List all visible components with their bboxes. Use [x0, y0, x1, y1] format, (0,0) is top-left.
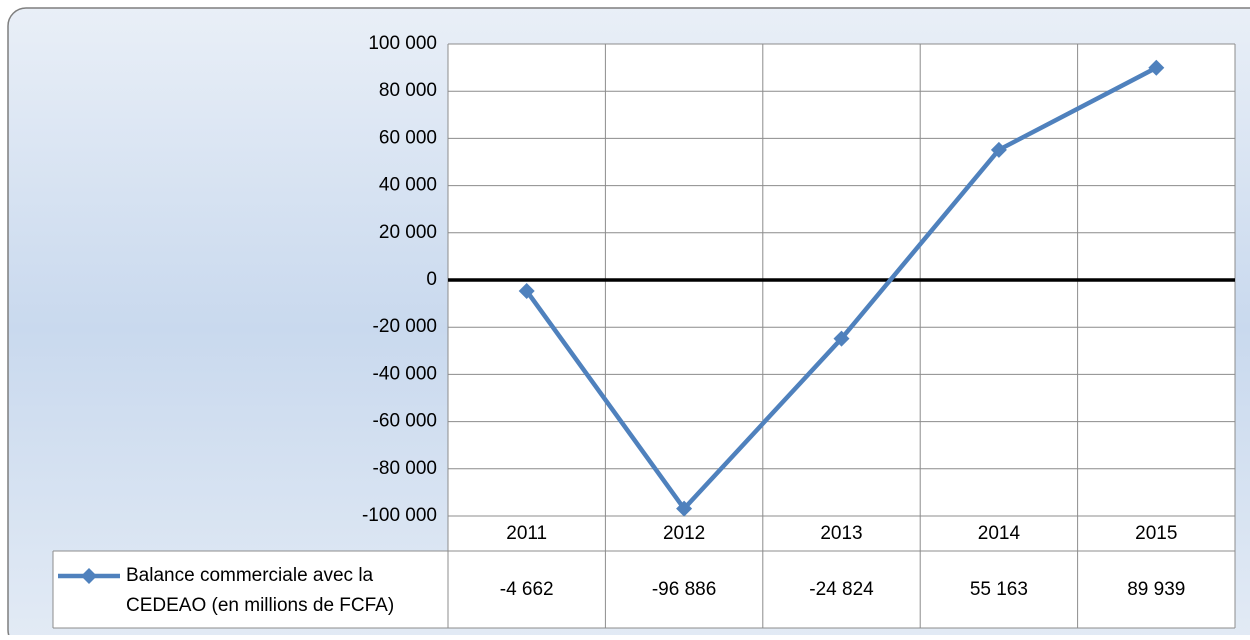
- table-value: 55 163: [970, 579, 1028, 600]
- x-tick-label: 2014: [978, 523, 1021, 544]
- x-tick-label: 2012: [663, 523, 705, 544]
- legend-label: Balance commerciale avec la CEDEAO (en m…: [126, 565, 395, 616]
- y-tick-label: -20 000: [373, 316, 437, 337]
- y-tick-label: 80 000: [379, 80, 437, 101]
- y-tick-label: 60 000: [379, 127, 437, 148]
- y-tick-label: -60 000: [373, 411, 437, 432]
- y-tick-label: -80 000: [373, 458, 437, 479]
- table-value: -4 662: [500, 579, 554, 600]
- y-tick-label: 20 000: [379, 222, 437, 243]
- y-tick-label: -100 000: [362, 505, 437, 526]
- table-value: -24 824: [809, 579, 874, 600]
- x-tick-label: 2011: [506, 523, 547, 544]
- marker: [990, 141, 1007, 158]
- y-tick-label: 100 000: [368, 33, 437, 54]
- marker: [833, 330, 850, 347]
- table-value: -96 886: [652, 579, 716, 600]
- x-tick-label: 2013: [820, 523, 862, 544]
- legend-marker: [81, 568, 97, 584]
- marker: [518, 283, 535, 300]
- table-value: 89 939: [1127, 579, 1185, 600]
- marker: [676, 500, 693, 517]
- table-header-background: [448, 516, 1235, 551]
- y-tick-label: -40 000: [373, 363, 437, 384]
- marker: [1148, 59, 1165, 76]
- y-tick-label: 0: [426, 269, 437, 290]
- table-background: [53, 551, 1235, 628]
- legend-label-box: Balance commerciale avec la CEDEAO (en m…: [126, 565, 395, 616]
- x-tick-label: 2015: [1135, 523, 1177, 544]
- y-tick-label: 40 000: [379, 175, 437, 196]
